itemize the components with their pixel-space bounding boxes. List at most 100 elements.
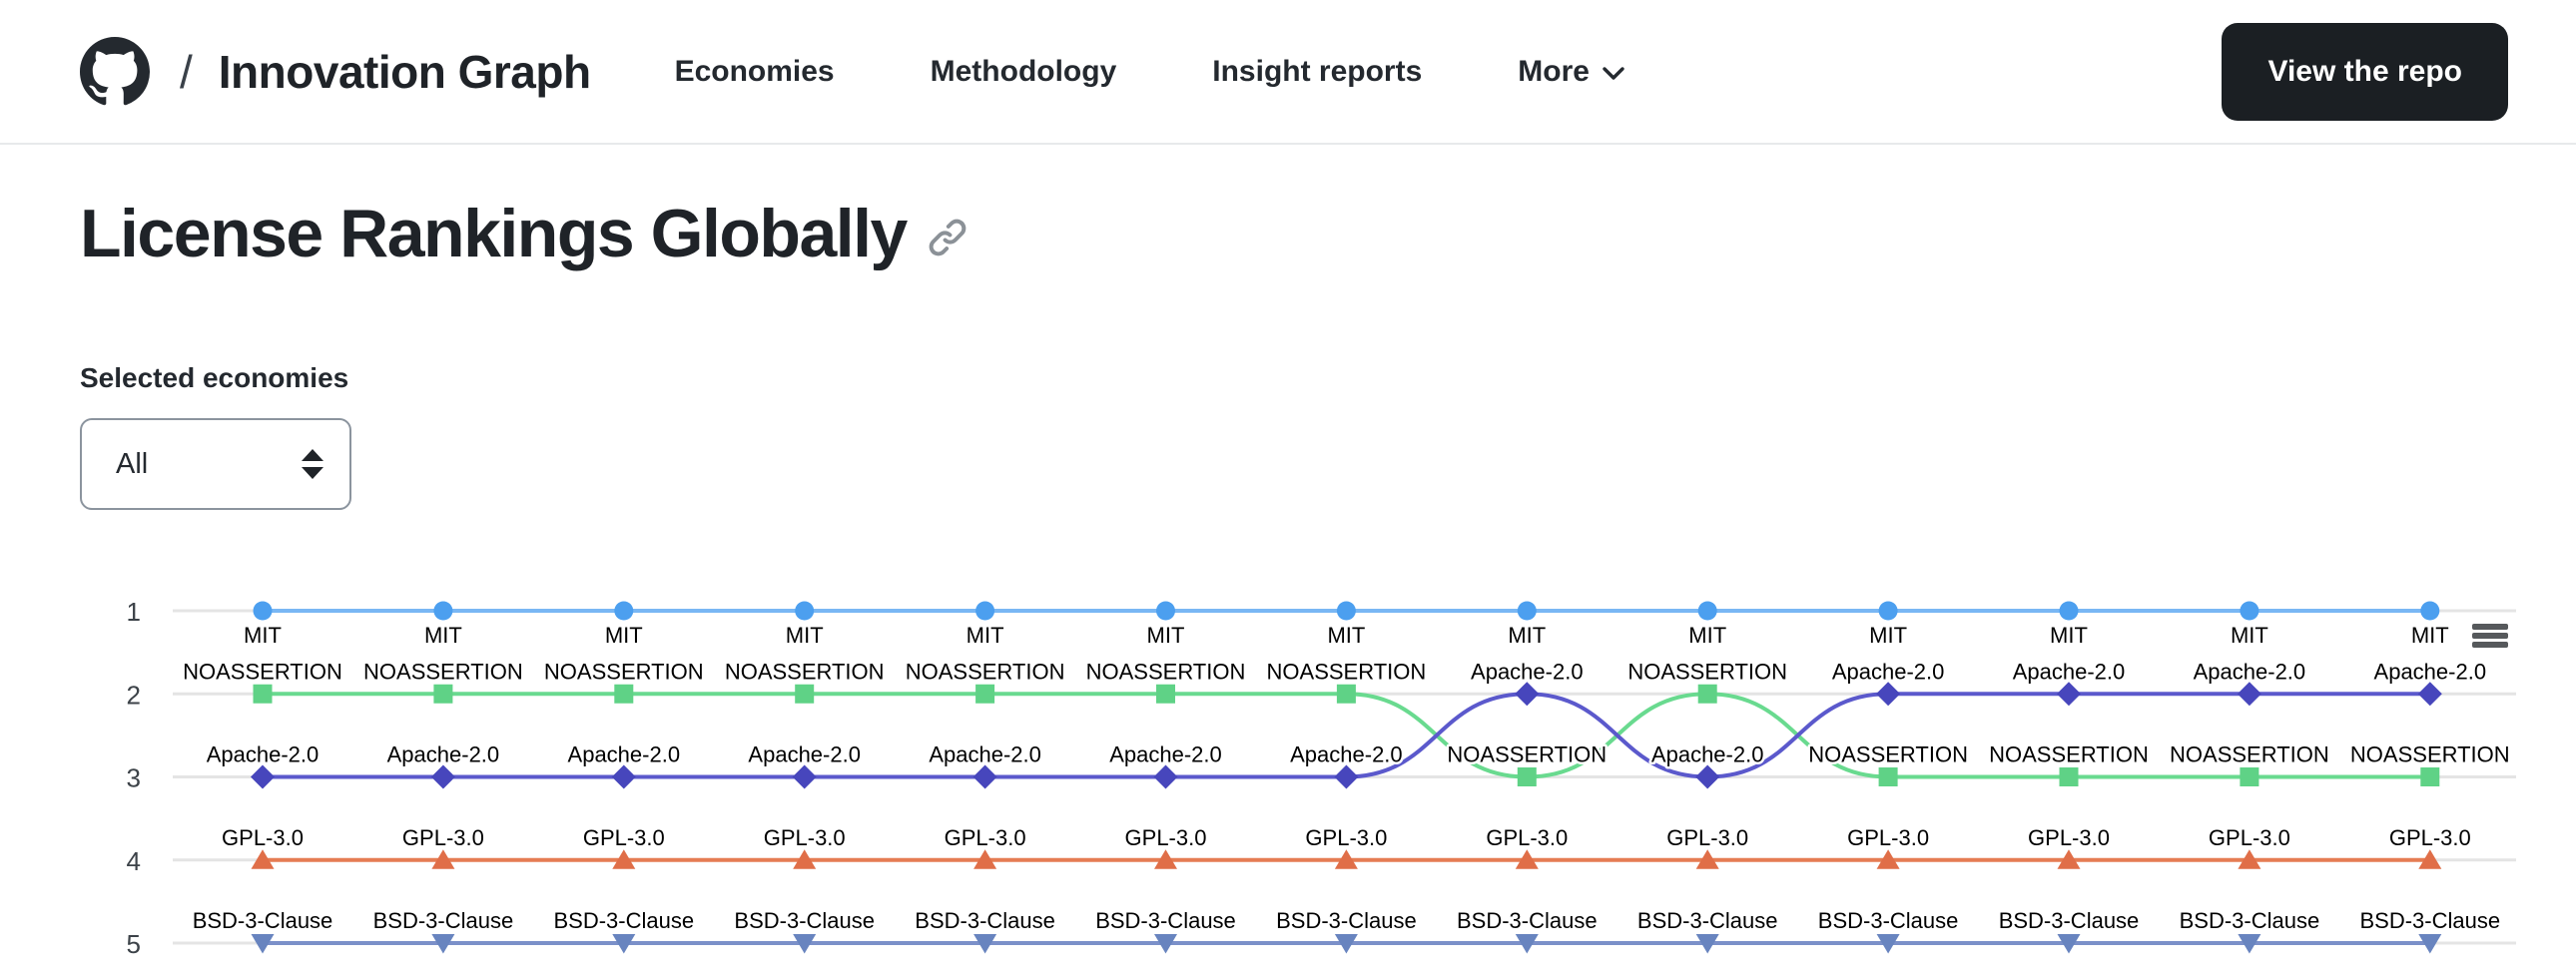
marker-Apache-2.0-p12[interactable] <box>2237 682 2261 707</box>
label-MIT-p12: MIT <box>2231 623 2268 648</box>
marker-GPL-3.0-p1[interactable] <box>251 849 275 869</box>
label-NOASSERTION-p10: NOASSERTION <box>1808 742 1968 767</box>
marker-GPL-3.0-p6[interactable] <box>1154 849 1177 869</box>
marker-MIT-p6[interactable] <box>1156 601 1175 621</box>
marker-GPL-3.0-p5[interactable] <box>973 849 997 869</box>
marker-BSD-3-Clause-p9[interactable] <box>1695 934 1719 954</box>
label-GPL-3.0-p3: GPL-3.0 <box>583 825 665 850</box>
marker-NOASSERTION-p10[interactable] <box>1878 767 1898 786</box>
label-GPL-3.0-p4: GPL-3.0 <box>764 825 846 850</box>
nav-methodology[interactable]: Methodology <box>930 54 1117 88</box>
marker-MIT-p9[interactable] <box>1697 601 1717 621</box>
marker-Apache-2.0-p13[interactable] <box>2417 682 2442 707</box>
marker-MIT-p13[interactable] <box>2420 601 2440 621</box>
label-MIT-p11: MIT <box>2050 623 2088 648</box>
marker-Apache-2.0-p5[interactable] <box>972 764 997 789</box>
marker-Apache-2.0-p6[interactable] <box>1153 764 1178 789</box>
marker-BSD-3-Clause-p3[interactable] <box>612 934 636 954</box>
marker-GPL-3.0-p11[interactable] <box>2057 849 2081 869</box>
marker-BSD-3-Clause-p7[interactable] <box>1334 934 1358 954</box>
label-Apache-2.0-p6: Apache-2.0 <box>1109 742 1222 767</box>
marker-NOASSERTION-p2[interactable] <box>433 684 453 704</box>
site-title[interactable]: Innovation Graph <box>218 45 591 98</box>
marker-NOASSERTION-p9[interactable] <box>1697 684 1717 704</box>
marker-GPL-3.0-p12[interactable] <box>2238 849 2261 869</box>
marker-MIT-p8[interactable] <box>1517 601 1537 621</box>
marker-NOASSERTION-p12[interactable] <box>2240 767 2259 786</box>
series-NOASSERTION-line <box>263 692 2430 779</box>
marker-Apache-2.0-p7[interactable] <box>1334 764 1359 789</box>
marker-NOASSERTION-p7[interactable] <box>1336 684 1356 704</box>
label-NOASSERTION-p8: NOASSERTION <box>1447 742 1607 767</box>
marker-NOASSERTION-p8[interactable] <box>1517 767 1537 786</box>
marker-Apache-2.0-p2[interactable] <box>430 764 455 789</box>
nav-insight-reports[interactable]: Insight reports <box>1212 54 1423 88</box>
marker-GPL-3.0-p9[interactable] <box>1695 849 1719 869</box>
label-Apache-2.0-p1: Apache-2.0 <box>207 742 320 767</box>
marker-GPL-3.0-p7[interactable] <box>1334 849 1358 869</box>
marker-MIT-p7[interactable] <box>1336 601 1356 621</box>
marker-NOASSERTION-p11[interactable] <box>2059 767 2079 786</box>
marker-GPL-3.0-p4[interactable] <box>793 849 817 869</box>
economy-select-value: All <box>116 447 149 480</box>
marker-NOASSERTION-p3[interactable] <box>614 684 634 704</box>
marker-MIT-p1[interactable] <box>253 601 273 621</box>
marker-NOASSERTION-p6[interactable] <box>1156 684 1175 704</box>
marker-MIT-p3[interactable] <box>614 601 634 621</box>
marker-BSD-3-Clause-p5[interactable] <box>973 934 997 954</box>
marker-Apache-2.0-p9[interactable] <box>1695 764 1720 789</box>
github-logo-icon[interactable] <box>80 36 150 107</box>
marker-MIT-p10[interactable] <box>1878 601 1898 621</box>
marker-Apache-2.0-p4[interactable] <box>792 764 817 789</box>
label-Apache-2.0-p2: Apache-2.0 <box>387 742 500 767</box>
chart-context-menu-button[interactable] <box>2472 624 2508 648</box>
marker-NOASSERTION-p1[interactable] <box>253 684 273 704</box>
marker-BSD-3-Clause-p13[interactable] <box>2418 934 2442 954</box>
marker-MIT-p4[interactable] <box>795 601 815 621</box>
marker-NOASSERTION-p5[interactable] <box>975 684 995 704</box>
marker-MIT-p2[interactable] <box>433 601 453 621</box>
label-MIT-p10: MIT <box>1869 623 1907 648</box>
marker-GPL-3.0-p10[interactable] <box>1876 849 1900 869</box>
series-Apache-2.0-line <box>263 692 2430 779</box>
marker-MIT-p11[interactable] <box>2059 601 2079 621</box>
marker-BSD-3-Clause-p6[interactable] <box>1154 934 1177 954</box>
marker-MIT-p12[interactable] <box>2240 601 2259 621</box>
license-ranking-chart: 1 2 3 4 5 MIT MIT MIT MIT MIT MIT MIT MIT MIT MIT MIT MI… <box>0 554 2576 979</box>
marker-BSD-3-Clause-p11[interactable] <box>2057 934 2081 954</box>
marker-Apache-2.0-p11[interactable] <box>2057 682 2081 707</box>
marker-BSD-3-Clause-p12[interactable] <box>2238 934 2261 954</box>
marker-Apache-2.0-p3[interactable] <box>611 764 636 789</box>
marker-NOASSERTION-p13[interactable] <box>2420 767 2440 786</box>
select-spinner-icon <box>302 449 323 479</box>
nav-more[interactable]: More <box>1518 55 1625 89</box>
marker-BSD-3-Clause-p4[interactable] <box>793 934 817 954</box>
marker-Apache-2.0-p1[interactable] <box>251 764 275 789</box>
label-Apache-2.0-p11: Apache-2.0 <box>2013 659 2126 684</box>
marker-GPL-3.0-p3[interactable] <box>612 849 636 869</box>
label-MIT-p9: MIT <box>1688 623 1726 648</box>
marker-GPL-3.0-p2[interactable] <box>431 849 455 869</box>
marker-Apache-2.0-p8[interactable] <box>1515 682 1540 707</box>
economy-select[interactable]: All <box>80 418 351 510</box>
marker-BSD-3-Clause-p8[interactable] <box>1515 934 1539 954</box>
label-Apache-2.0-p13: Apache-2.0 <box>2374 659 2487 684</box>
marker-BSD-3-Clause-p2[interactable] <box>431 934 455 954</box>
marker-BSD-3-Clause-p10[interactable] <box>1876 934 1900 954</box>
label-GPL-3.0-p9: GPL-3.0 <box>1666 825 1748 850</box>
marker-GPL-3.0-p13[interactable] <box>2418 849 2442 869</box>
nav-economies[interactable]: Economies <box>674 54 835 88</box>
marker-GPL-3.0-p8[interactable] <box>1515 849 1539 869</box>
marker-Apache-2.0-p10[interactable] <box>1876 682 1901 707</box>
link-icon[interactable] <box>927 209 968 258</box>
ytick-rank-1: 1 <box>127 597 141 627</box>
label-MIT-p6: MIT <box>1147 623 1185 648</box>
series-Apache-2.0 <box>251 682 2442 789</box>
marker-BSD-3-Clause-p1[interactable] <box>251 934 275 954</box>
label-MIT-p8: MIT <box>1508 623 1546 648</box>
marker-NOASSERTION-p4[interactable] <box>795 684 815 704</box>
label-GPL-3.0-p1: GPL-3.0 <box>222 825 304 850</box>
label-Apache-2.0-p5: Apache-2.0 <box>929 742 1041 767</box>
view-repo-button[interactable]: View the repo <box>2222 22 2508 121</box>
marker-MIT-p5[interactable] <box>975 601 995 621</box>
